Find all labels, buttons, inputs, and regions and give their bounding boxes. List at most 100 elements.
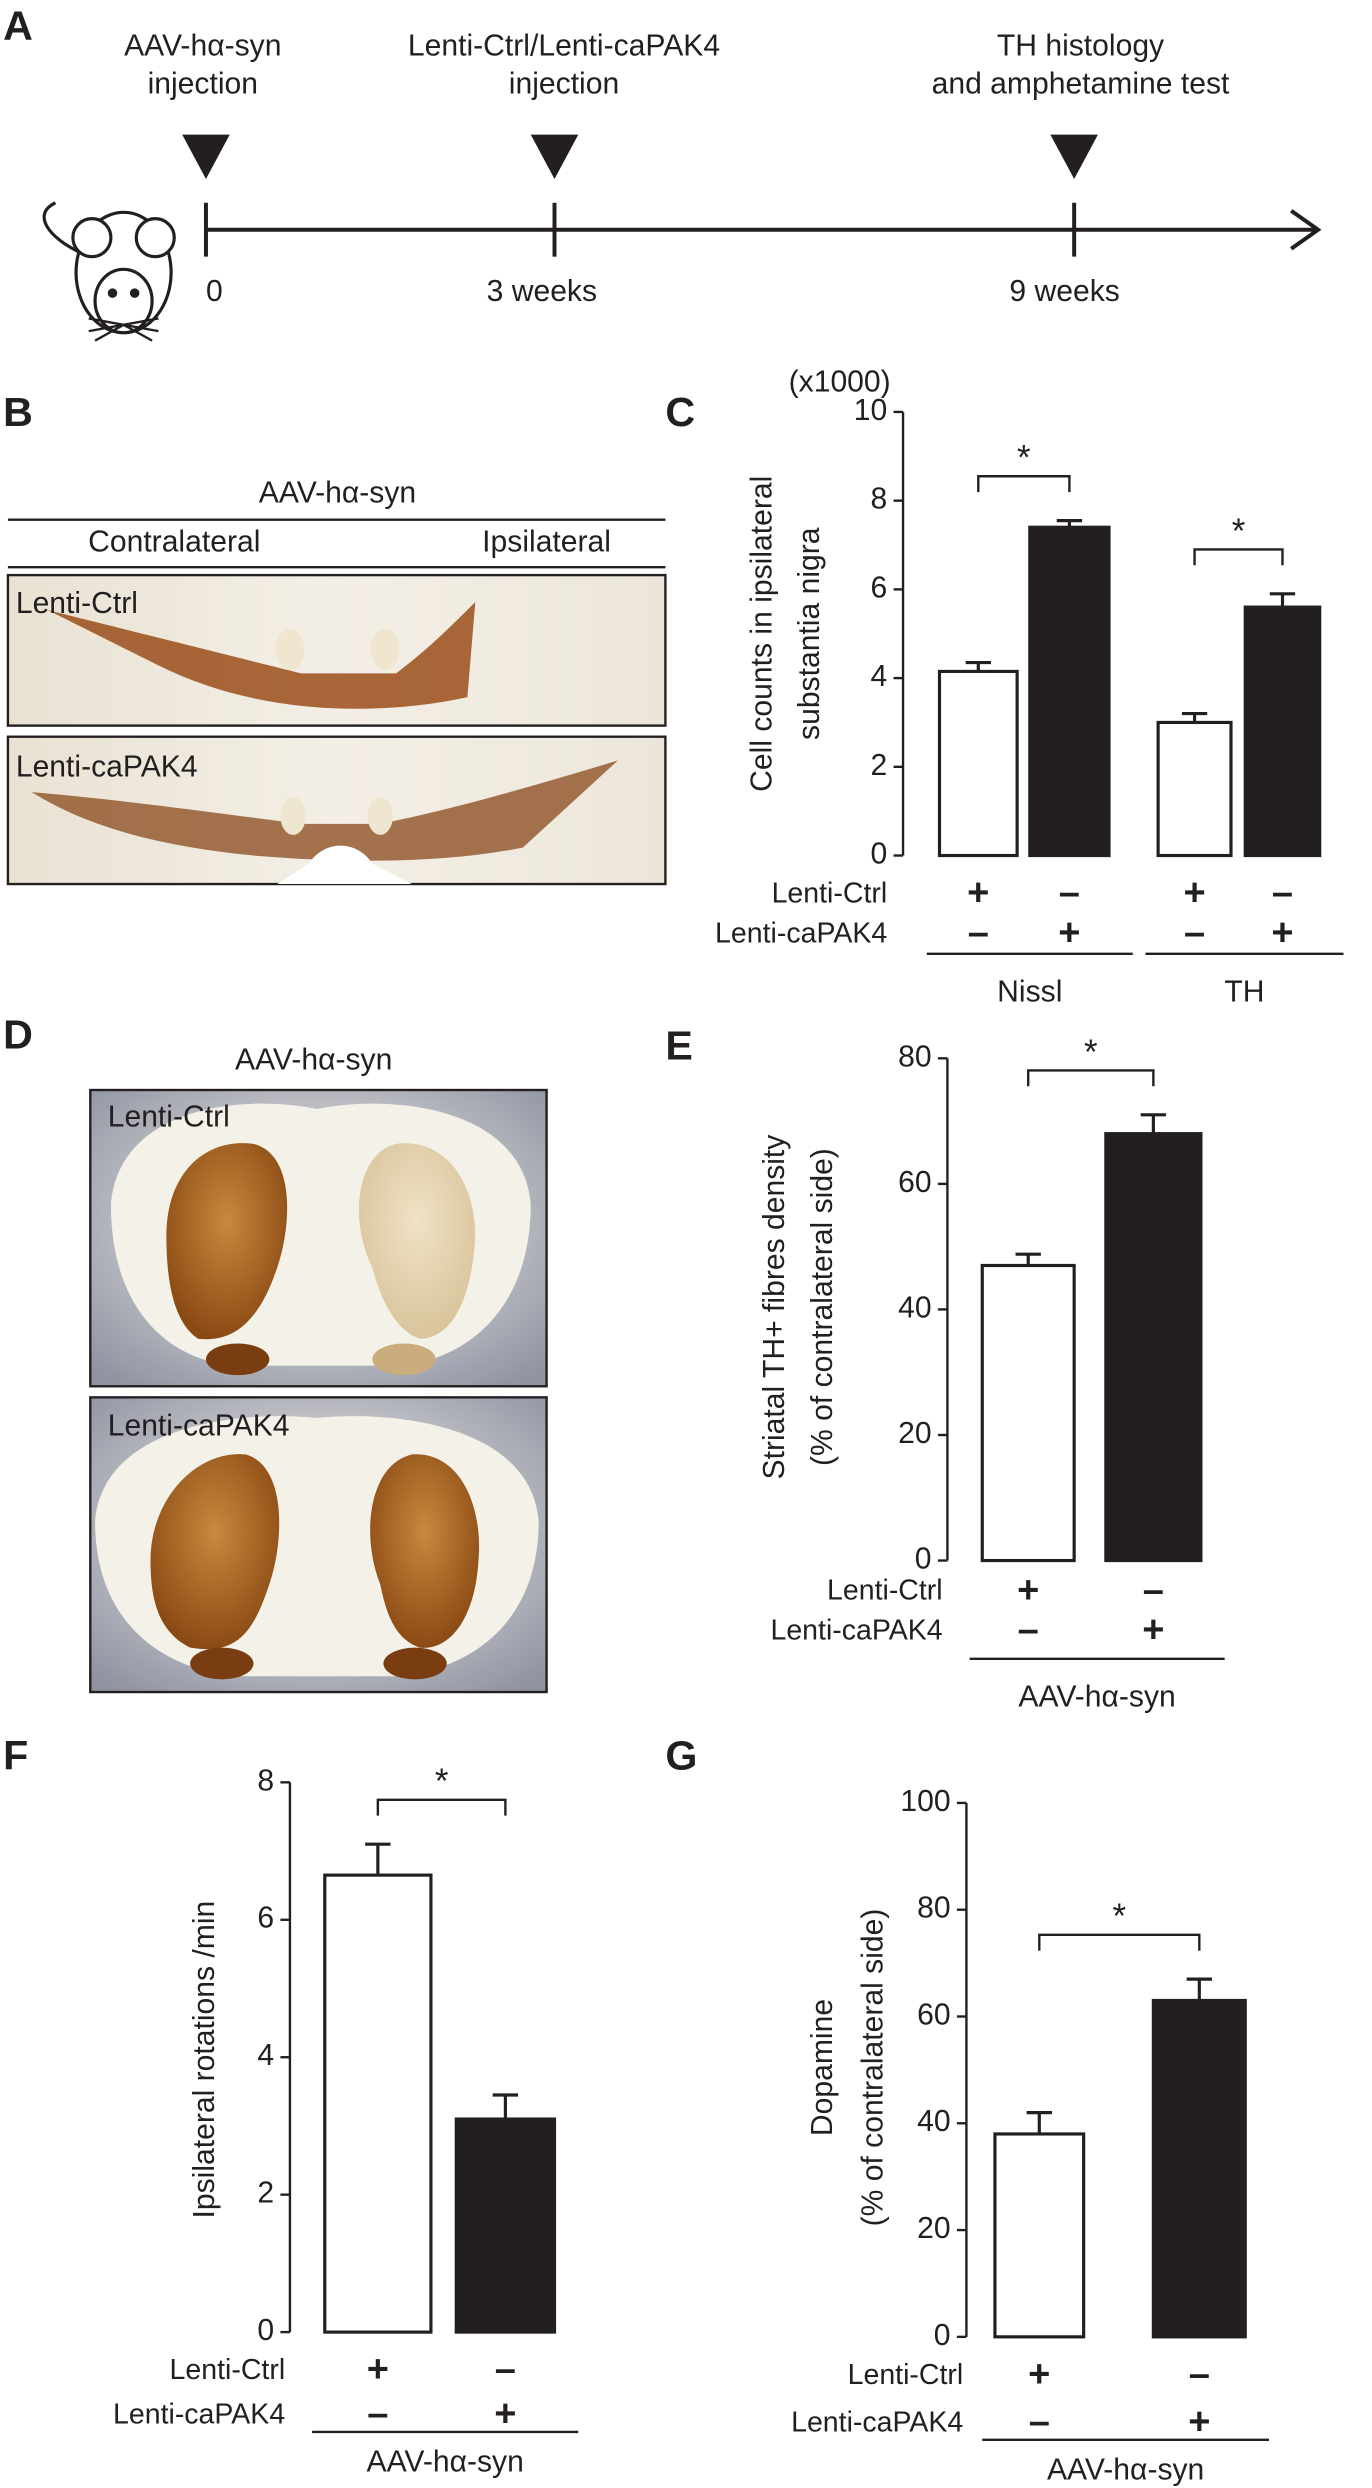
event-label: Lenti-Ctrl/Lenti-caPAK4 bbox=[408, 29, 720, 62]
y-axis-label: Cell counts in ipsilateral bbox=[746, 476, 779, 792]
event-label: injection bbox=[509, 68, 619, 101]
event-label: injection bbox=[148, 68, 258, 101]
y-tick-label: 2 bbox=[257, 2177, 274, 2210]
event-label: TH histology bbox=[997, 29, 1164, 62]
image-label: Lenti-Ctrl bbox=[108, 1100, 230, 1133]
bar bbox=[1104, 1132, 1203, 1563]
image-label: Lenti-Ctrl bbox=[16, 587, 138, 620]
group-label: AAV-hα-syn bbox=[1018, 1680, 1175, 1713]
event-arrow bbox=[182, 134, 230, 180]
significance-bracket bbox=[1038, 1933, 1201, 1951]
y-tick-label: 20 bbox=[898, 1417, 931, 1450]
condition-name: Lenti-Ctrl bbox=[170, 2354, 286, 2386]
panel-header: AAV-hα-syn bbox=[259, 476, 416, 509]
significance-label: * bbox=[1232, 512, 1246, 551]
time-label: 0 bbox=[206, 275, 223, 308]
condition-name: Lenti-Ctrl bbox=[827, 1575, 943, 1607]
bar bbox=[1243, 605, 1322, 858]
group-label: Nissl bbox=[997, 975, 1062, 1008]
panel-label: B bbox=[3, 389, 33, 435]
y-axis-label: Dopamine bbox=[806, 1999, 839, 2136]
panel-label: F bbox=[3, 1732, 28, 1778]
y-tick-label: 100 bbox=[900, 1785, 950, 1818]
condition-mark: + bbox=[1183, 872, 1205, 914]
y-tick-label: 40 bbox=[898, 1291, 931, 1324]
event-label: and amphetamine test bbox=[932, 68, 1230, 101]
condition-mark: + bbox=[1017, 1569, 1039, 1611]
bar bbox=[980, 1263, 1076, 1563]
condition-mark: + bbox=[1188, 2401, 1210, 2443]
event-arrow bbox=[1050, 134, 1098, 180]
y-tick-label: 40 bbox=[917, 2105, 950, 2138]
panel-label: G bbox=[665, 1732, 697, 1778]
bar bbox=[937, 669, 1019, 858]
image-label: Lenti-caPAK4 bbox=[16, 750, 198, 783]
condition-mark: – bbox=[495, 2349, 516, 2391]
condition-name: Lenti-caPAK4 bbox=[113, 2399, 285, 2431]
condition-mark: + bbox=[1058, 912, 1080, 954]
y-unit: (x1000) bbox=[789, 365, 891, 398]
y-tick-label: 0 bbox=[915, 1542, 932, 1575]
side-label: Ipsilateral bbox=[482, 525, 611, 558]
y-axis-label: Ipsilateral rotations /min bbox=[188, 1901, 221, 2219]
y-tick-label: 10 bbox=[854, 394, 887, 427]
group-label: AAV-hα-syn bbox=[1047, 2453, 1204, 2486]
panel-header: AAV-hα-syn bbox=[235, 1043, 392, 1076]
panel-label: C bbox=[665, 389, 695, 435]
event-arrow bbox=[530, 134, 579, 180]
significance-bracket bbox=[977, 475, 1071, 493]
condition-mark: + bbox=[1271, 912, 1293, 954]
condition-mark: – bbox=[1029, 2401, 1050, 2443]
y-tick-label: 60 bbox=[917, 1998, 950, 2031]
side-label: Contralateral bbox=[88, 525, 260, 558]
panel-b-images bbox=[6, 518, 667, 886]
condition-name: Lenti-caPAK4 bbox=[791, 2407, 963, 2439]
y-tick-label: 0 bbox=[934, 2319, 951, 2352]
y-tick-label: 2 bbox=[870, 749, 887, 782]
y-tick-label: 0 bbox=[870, 837, 887, 870]
condition-mark: + bbox=[967, 872, 989, 914]
bar bbox=[1156, 720, 1233, 858]
y-tick-label: 4 bbox=[257, 2039, 274, 2072]
condition-mark: – bbox=[1059, 872, 1080, 914]
significance-bracket bbox=[376, 1798, 507, 1816]
significance-label: * bbox=[435, 1762, 449, 1801]
condition-mark: + bbox=[1142, 1609, 1164, 1651]
condition-name: Lenti-Ctrl bbox=[772, 878, 888, 910]
timeline-axis bbox=[205, 209, 1322, 251]
y-tick-label: 80 bbox=[898, 1040, 931, 1073]
panel-label: D bbox=[3, 1012, 33, 1058]
significance-bracket bbox=[1027, 1069, 1155, 1087]
y-tick-label: 8 bbox=[257, 1764, 274, 1797]
y-tick-label: 6 bbox=[870, 571, 887, 604]
condition-mark: – bbox=[1143, 1569, 1164, 1611]
condition-mark: – bbox=[1018, 1609, 1039, 1651]
condition-mark: + bbox=[367, 2349, 389, 2391]
y-tick-label: 6 bbox=[257, 1902, 274, 1935]
condition-mark: + bbox=[1028, 2354, 1050, 2396]
group-label: TH bbox=[1224, 975, 1264, 1008]
y-tick-label: 80 bbox=[917, 1892, 950, 1925]
group-label: AAV-hα-syn bbox=[367, 2446, 524, 2479]
mouse-icon bbox=[42, 201, 176, 342]
significance-label: * bbox=[1084, 1033, 1098, 1072]
bar bbox=[454, 2117, 557, 2334]
condition-mark: – bbox=[968, 912, 989, 954]
significance-bracket bbox=[1193, 548, 1284, 566]
condition-name: Lenti-caPAK4 bbox=[715, 917, 887, 949]
bar bbox=[323, 1873, 433, 2334]
bar bbox=[993, 2132, 1086, 2339]
y-tick-label: 4 bbox=[870, 660, 887, 693]
y-axis-label: (% of contralateral side) bbox=[806, 1148, 839, 1466]
significance-label: * bbox=[1113, 1897, 1127, 1936]
panel-d-images bbox=[89, 1088, 548, 1694]
y-axis-label: substantia nigra bbox=[793, 527, 826, 740]
y-axis-label: (% of contralateral side) bbox=[856, 1909, 889, 2227]
condition-name: Lenti-Ctrl bbox=[848, 2359, 964, 2391]
time-label: 3 weeks bbox=[487, 275, 597, 308]
event-label: AAV-hα-syn bbox=[124, 29, 281, 62]
time-label: 9 weeks bbox=[1009, 275, 1119, 308]
y-tick-label: 60 bbox=[898, 1166, 931, 1199]
condition-mark: + bbox=[494, 2393, 516, 2435]
